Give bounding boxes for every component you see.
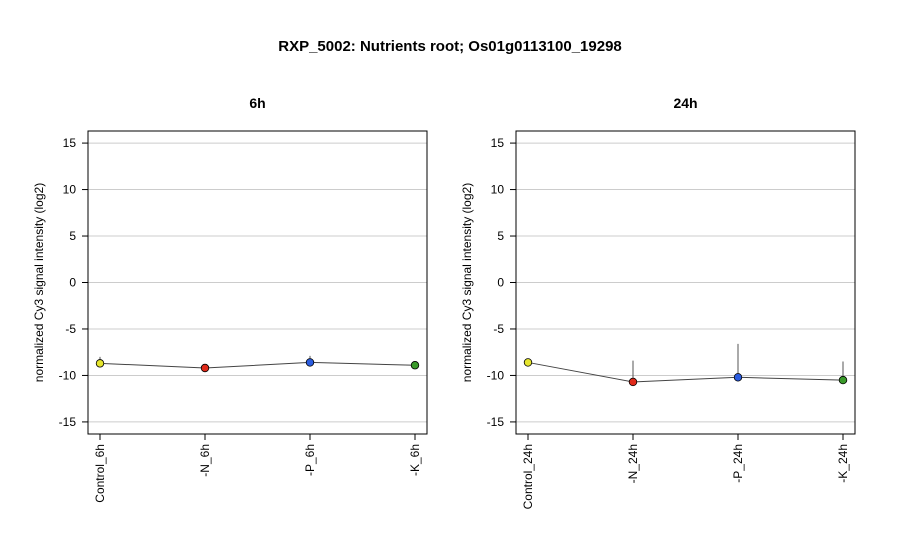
y-tick-label: 15: [491, 136, 505, 150]
panel-title: 24h: [673, 95, 697, 111]
figure-title: RXP_5002: Nutrients root; Os01g0113100_1…: [278, 38, 622, 55]
y-tick-label: 5: [497, 229, 504, 243]
x-tick-label: Control_24h: [521, 444, 535, 509]
y-tick-label: 10: [63, 183, 77, 197]
y-tick-label: -15: [487, 415, 505, 429]
x-tick-label: -N_6h: [198, 444, 212, 477]
data-point: [523, 358, 533, 367]
x-tick-label: -K_24h: [836, 444, 850, 483]
y-tick-label: -5: [65, 322, 76, 336]
y-tick-label: 0: [69, 276, 76, 290]
y-tick-label: 10: [491, 183, 505, 197]
chart-panel-6h: 6h -15 -10 -5 0 5 10 15 normalized Cy3 signal in…: [32, 95, 428, 503]
plot-frame: [87, 130, 428, 435]
series-line: [527, 361, 844, 383]
x-tick-label: Control_6h: [93, 444, 107, 503]
chart-panel-24h: 24h -15 -10 -5 0 5 10 15 normalized Cy3 signal i…: [460, 95, 856, 509]
y-axis-label: normalized Cy3 signal intensity (log2): [32, 183, 46, 382]
y-tick-label: -10: [487, 368, 505, 382]
y-tick-label: -10: [59, 368, 77, 382]
data-point: [628, 377, 638, 387]
y-tick-label: -15: [59, 415, 77, 429]
x-tick-label: -K_6h: [408, 444, 422, 476]
data-point: [838, 375, 848, 385]
y-tick-label: 5: [69, 229, 76, 243]
panel-title: 6h: [249, 95, 265, 111]
data-point: [733, 373, 743, 382]
data-point: [410, 361, 420, 370]
y-axis-label: normalized Cy3 signal intensity (log2): [460, 183, 474, 382]
data-point: [305, 358, 315, 367]
y-tick-label: 0: [497, 276, 504, 290]
data-point: [200, 363, 210, 373]
plot-frame: [515, 130, 856, 435]
x-tick-label: -P_6h: [303, 444, 317, 476]
data-point: [95, 359, 105, 368]
y-tick-label: 15: [63, 136, 77, 150]
x-tick-label: -P_24h: [731, 444, 745, 483]
y-tick-label: -5: [493, 322, 504, 336]
x-tick-label: -N_24h: [626, 444, 640, 483]
series-line: [99, 361, 416, 369]
